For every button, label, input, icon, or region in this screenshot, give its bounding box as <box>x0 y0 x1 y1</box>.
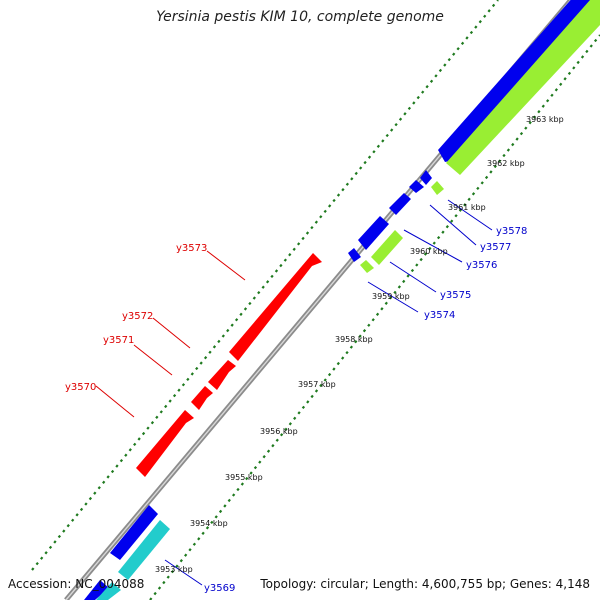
reverse-gene-labels: y3569 y3574 y3575 y3576 y3577 y3578 <box>204 226 527 594</box>
reverse-strand-upper <box>348 0 600 273</box>
forward-leader-lines <box>95 250 246 418</box>
forward-gene-labels: y3570 y3571 y3572 y3573 <box>65 243 207 393</box>
gene-label-y3576: y3576 <box>466 260 497 271</box>
outer-dotted-guide <box>31 0 499 571</box>
gene-label-y3569: y3569 <box>204 583 235 594</box>
gene-y3569-cyan[interactable] <box>118 520 170 580</box>
gene-y3577-blue[interactable] <box>420 170 432 185</box>
gene-y3576-blue[interactable] <box>389 193 411 215</box>
gene-y3573[interactable] <box>229 253 322 361</box>
tick-label: 3953 kbp <box>155 565 193 574</box>
gene-label-y3572: y3572 <box>122 311 153 322</box>
tick-label: 3954 kbp <box>190 519 228 528</box>
tick-label: 3960 kbp <box>410 247 448 256</box>
gene-label-y3577: y3577 <box>480 242 511 253</box>
tick-label: 3961 kbp <box>448 203 486 212</box>
tick-label: 3962 kbp <box>487 159 525 168</box>
tick-label: 3957 kbp <box>298 380 336 389</box>
tick-label: 3955 kbp <box>225 473 263 482</box>
tick-label: 3956 kbp <box>260 427 298 436</box>
gene-y3575-blue[interactable] <box>358 216 389 250</box>
gene-y3574-blue[interactable] <box>348 248 361 262</box>
gene-label-y3573: y3573 <box>176 243 207 254</box>
gene-y3577-green[interactable] <box>431 181 444 195</box>
gene-y3578-green[interactable] <box>446 0 600 175</box>
gene-y3568-blue[interactable] <box>84 580 109 600</box>
tick-label: 3958 kbp <box>335 335 373 344</box>
map-title: Yersinia pestis KIM 10, complete genome <box>156 9 444 25</box>
gene-label-y3571: y3571 <box>103 335 134 346</box>
inner-dotted-guide <box>149 34 600 600</box>
tick-label: 3963 kbp <box>526 115 564 124</box>
gene-label-y3578: y3578 <box>496 226 527 237</box>
gene-y3577-blue-2[interactable] <box>409 180 424 193</box>
gene-y3569-blue[interactable] <box>110 505 158 560</box>
forward-strand <box>136 253 322 477</box>
accession-text: Accession: NC_004088 <box>8 577 145 591</box>
gene-y3575-green[interactable] <box>371 230 403 265</box>
gene-y3568-cyan[interactable] <box>96 582 121 600</box>
tick-labels: 3953 kbp 3954 kbp 3955 kbp 3956 kbp 3957… <box>155 115 564 574</box>
topology-text: Topology: circular; Length: 4,600,755 bp… <box>260 577 590 591</box>
gene-y3574-green[interactable] <box>360 260 374 273</box>
gene-label-y3574: y3574 <box>424 310 455 321</box>
gene-y3571[interactable] <box>191 386 213 410</box>
reverse-leader-lines <box>164 199 493 586</box>
reverse-strand-lower <box>84 505 170 600</box>
gene-label-y3570: y3570 <box>65 382 96 393</box>
gene-y3572[interactable] <box>208 360 236 390</box>
gene-y3570[interactable] <box>136 410 194 477</box>
tick-label: 3959 kbp <box>372 292 410 301</box>
gene-label-y3575: y3575 <box>440 290 471 301</box>
